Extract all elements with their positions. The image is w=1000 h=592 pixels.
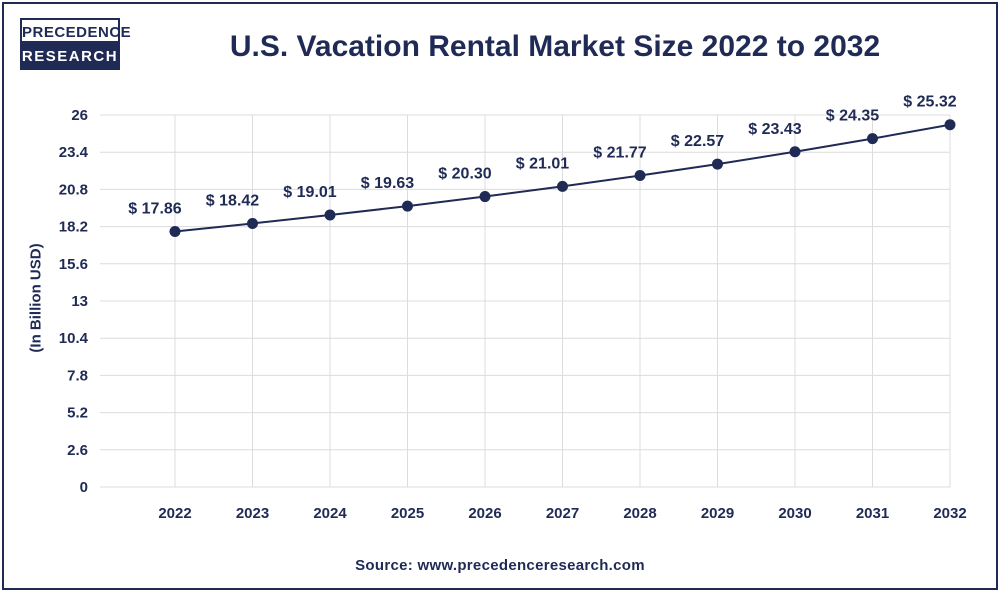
x-tick-label: 2031	[856, 505, 889, 522]
x-tick-label: 2028	[623, 505, 656, 522]
data-point	[944, 119, 956, 131]
data-label: $ 18.42	[206, 192, 259, 209]
y-tick-label: 5.2	[67, 405, 88, 422]
data-label: $ 22.57	[671, 133, 724, 150]
data-point	[789, 146, 801, 158]
x-tick-label: 2023	[236, 505, 269, 522]
data-point	[557, 180, 568, 192]
y-tick-label: 0	[80, 479, 88, 496]
data-label: $ 19.01	[283, 184, 336, 201]
y-tick-label: 26	[71, 107, 88, 124]
source-note: Source: www.precedenceresearch.com	[355, 557, 645, 574]
y-tick-label: 15.6	[59, 256, 88, 273]
y-tick-label: 13	[71, 293, 88, 310]
x-tick-label: 2024	[313, 505, 347, 522]
y-tick-label: 20.8	[59, 181, 88, 198]
data-point	[247, 217, 258, 229]
logo-line2: RESEARCH	[20, 43, 120, 70]
data-point	[402, 200, 413, 212]
x-tick-label: 2029	[701, 505, 734, 522]
data-label: $ 19.63	[361, 175, 414, 192]
x-tick-label: 2022	[158, 505, 191, 522]
data-label: $ 23.43	[748, 121, 801, 138]
data-point	[867, 133, 878, 145]
data-point	[479, 191, 491, 203]
data-label: $ 24.35	[826, 108, 879, 125]
logo-line1: PRECEDENCE	[20, 18, 131, 43]
data-label: $ 17.86	[128, 200, 181, 217]
data-point	[324, 209, 336, 221]
x-tick-label: 2027	[546, 505, 579, 522]
x-tick-label: 2025	[391, 505, 424, 522]
y-tick-label: 18.2	[59, 219, 88, 236]
y-tick-label: 23.4	[59, 144, 89, 161]
x-tick-label: 2026	[468, 505, 501, 522]
chart-title: U.S. Vacation Rental Market Size 2022 to…	[229, 30, 881, 63]
data-label: $ 21.77	[593, 145, 646, 162]
x-tick-label: 2032	[933, 505, 966, 522]
x-tick-label: 2030	[778, 505, 811, 522]
data-point	[169, 225, 181, 237]
data-point	[712, 158, 723, 170]
y-tick-label: 7.8	[67, 367, 88, 384]
y-tick-label: 2.6	[67, 442, 88, 459]
data-label: $ 20.30	[438, 166, 491, 183]
precedence-research-logo: PRECEDENCE RESEARCH	[20, 18, 131, 70]
data-label: $ 21.01	[516, 155, 569, 172]
y-tick-label: 10.4	[59, 330, 89, 347]
data-point	[634, 170, 646, 182]
data-label: $ 25.32	[903, 94, 956, 111]
